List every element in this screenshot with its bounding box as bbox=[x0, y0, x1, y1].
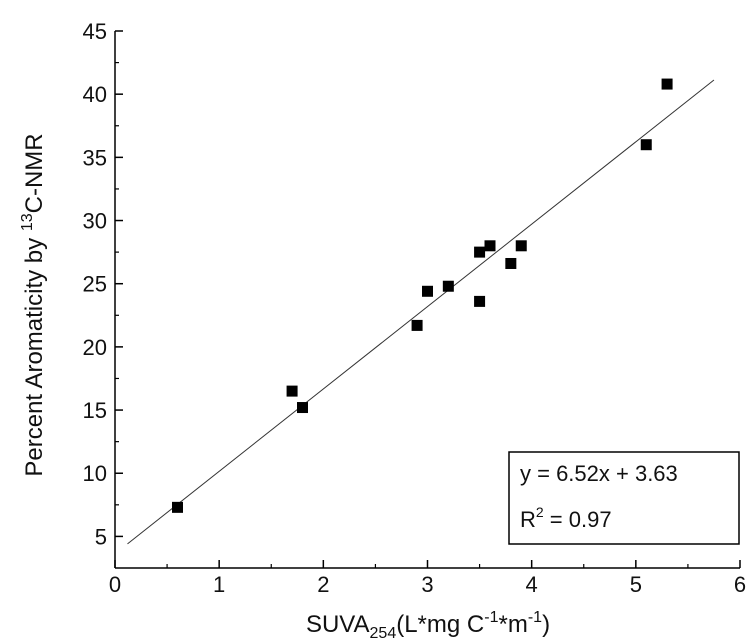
x-tick-label: 5 bbox=[630, 572, 642, 597]
data-point-marker bbox=[474, 295, 486, 307]
data-point-marker bbox=[422, 285, 433, 297]
y-tick-label: 10 bbox=[83, 461, 107, 486]
legend-equation: y = 6.52x + 3.63 bbox=[520, 461, 678, 486]
data-point-marker bbox=[505, 257, 517, 269]
y-tick-label: 15 bbox=[83, 398, 107, 423]
data-points bbox=[172, 78, 673, 513]
legend-box: y = 6.52x + 3.63 R2 = 0.97 bbox=[508, 451, 740, 545]
y-tick-label: 20 bbox=[83, 335, 107, 360]
data-point-marker bbox=[661, 78, 673, 90]
x-tick-label: 4 bbox=[526, 572, 538, 597]
y-axis-title: Percent Aromaticity by 13C-NMR bbox=[19, 133, 48, 476]
y-tick-label: 35 bbox=[83, 145, 107, 170]
data-point-marker bbox=[411, 319, 423, 331]
data-point-marker bbox=[442, 280, 454, 292]
regression-line bbox=[127, 79, 715, 545]
data-point-marker bbox=[484, 240, 496, 252]
y-tick-label: 45 bbox=[83, 19, 107, 44]
data-point-marker bbox=[474, 246, 486, 258]
y-tick-label: 5 bbox=[95, 524, 107, 549]
data-point-marker bbox=[515, 240, 527, 252]
x-tick-label: 2 bbox=[317, 572, 329, 597]
x-tick-label: 0 bbox=[109, 572, 121, 597]
legend-r-squared: R2 = 0.97 bbox=[520, 504, 612, 532]
legend-border bbox=[508, 451, 740, 545]
y-tick-label: 40 bbox=[83, 82, 107, 107]
y-tick-label: 25 bbox=[83, 272, 107, 297]
x-tick-label: 1 bbox=[213, 572, 225, 597]
x-axis-title: SUVA254(L*mg C-1*m-1) bbox=[306, 609, 550, 642]
data-point-marker bbox=[640, 139, 652, 151]
x-tick-label: 6 bbox=[734, 572, 746, 597]
x-tick-label: 3 bbox=[421, 572, 433, 597]
y-tick-label: 30 bbox=[83, 209, 107, 234]
data-point-marker bbox=[286, 385, 298, 397]
tick-marks bbox=[114, 30, 741, 568]
data-point-marker bbox=[297, 402, 308, 414]
data-point-marker bbox=[172, 501, 183, 513]
